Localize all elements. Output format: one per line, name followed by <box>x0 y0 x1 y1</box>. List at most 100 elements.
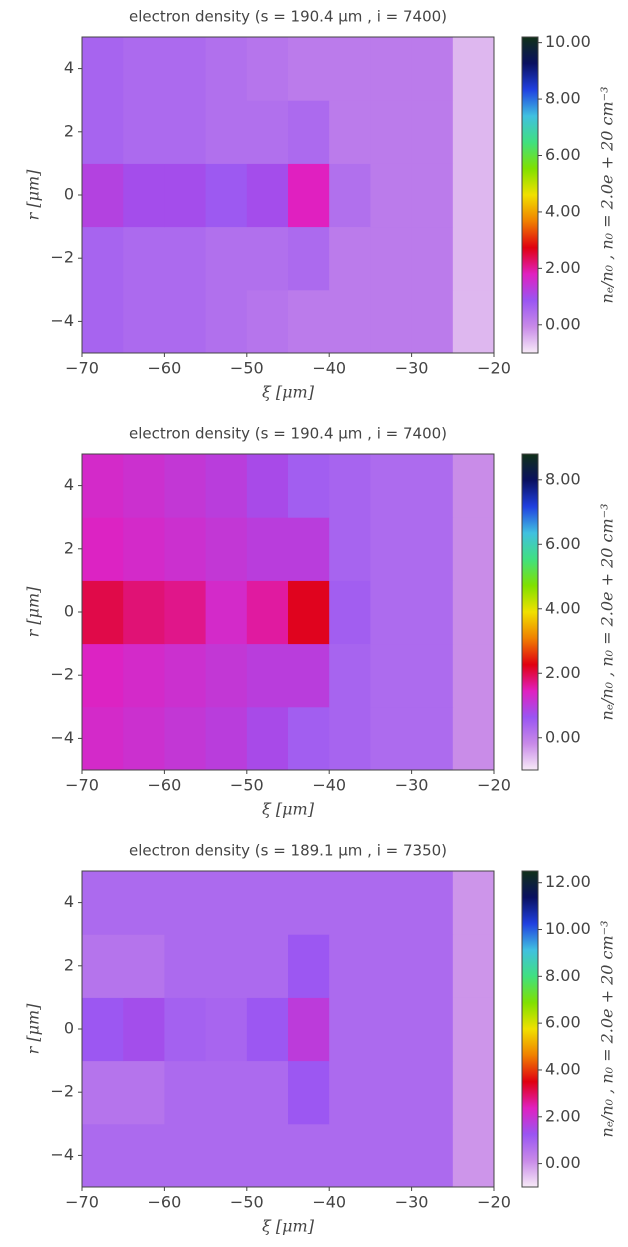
heatmap-cell <box>411 100 454 164</box>
heatmap-cell <box>164 37 207 101</box>
x-tick-label: −40 <box>312 359 346 378</box>
heatmap-cell <box>123 37 165 101</box>
colorbar-tick-label: 10.00 <box>545 919 591 938</box>
y-tick-label: −2 <box>50 665 74 684</box>
heatmap-cell <box>164 997 207 1062</box>
heatmap-cell <box>411 706 454 771</box>
y-axis-label: r [μm] <box>24 586 43 638</box>
y-tick-label: 2 <box>64 955 74 974</box>
heatmap-cell <box>123 1123 165 1188</box>
heatmap-cell <box>164 1123 207 1188</box>
heatmap-cell <box>123 517 165 581</box>
heatmap-cell <box>123 1060 165 1125</box>
heatmap-cell <box>288 871 330 935</box>
heatmap-cell <box>246 643 289 708</box>
y-tick-label: 2 <box>64 538 74 557</box>
heatmap-cell <box>82 934 124 998</box>
heatmap-cell <box>246 1060 289 1125</box>
heatmap-cell <box>329 454 371 518</box>
heatmap-cell <box>411 643 454 708</box>
heatmap-cell <box>164 289 207 354</box>
heatmap-cell <box>370 37 413 101</box>
heatmap-cell <box>205 100 248 164</box>
heatmap-cell <box>452 1060 495 1125</box>
colorbar-tick-label: 6.00 <box>545 534 581 553</box>
heatmap-cell <box>82 454 124 518</box>
heatmap-cell <box>205 289 248 354</box>
colorbar-tick-label: 8.00 <box>545 469 581 488</box>
x-tick-label: −50 <box>230 776 264 795</box>
heatmap-cell <box>246 934 289 998</box>
heatmap-cell <box>370 643 413 708</box>
heatmap-cell <box>288 580 330 645</box>
heatmap-cell <box>288 643 330 708</box>
colorbar-tick-label: 0.00 <box>545 314 581 333</box>
heatmap-cell <box>123 643 165 708</box>
y-tick-label: −2 <box>50 248 74 267</box>
heatmap-cell <box>123 163 165 228</box>
colorbar-label: nₑ/n₀ , n₀ = 2.0e + 20 cm⁻³ <box>598 503 617 720</box>
heatmap-cell <box>370 289 413 354</box>
colorbar <box>521 453 539 771</box>
heatmap-cell <box>82 706 124 771</box>
x-tick-label: −50 <box>230 359 264 378</box>
heatmap-cell <box>370 997 413 1062</box>
heatmap-cell <box>411 454 454 518</box>
colorbar-label: nₑ/n₀ , n₀ = 2.0e + 20 cm⁻³ <box>598 86 617 303</box>
colorbar-label: nₑ/n₀ , n₀ = 2.0e + 20 cm⁻³ <box>598 920 617 1137</box>
heatmap-cell <box>411 934 454 998</box>
heatmap-cell <box>452 580 495 645</box>
x-tick-label: −60 <box>148 1193 182 1212</box>
x-tick-label: −30 <box>395 776 429 795</box>
heatmap-cell <box>82 871 124 935</box>
heatmap-cell <box>205 1123 248 1188</box>
heatmap-cell <box>246 37 289 101</box>
heatmap-cell <box>82 643 124 708</box>
heatmap-cell <box>329 226 371 291</box>
heatmap-cell <box>370 100 413 164</box>
heatmap-cell <box>164 163 207 228</box>
heatmap-cell <box>411 37 454 101</box>
chart-title: electron density (s = 189.1 μm , i = 735… <box>129 842 447 860</box>
y-tick-label: −4 <box>50 728 74 747</box>
heatmap-cell <box>164 871 207 935</box>
heatmap-cell <box>452 643 495 708</box>
heatmap-cell <box>452 517 495 581</box>
heatmap-cell <box>329 1060 371 1125</box>
heatmap-cell <box>123 100 165 164</box>
heatmap-cell <box>246 580 289 645</box>
heatmap-cell <box>205 226 248 291</box>
heatmap-cell <box>205 517 248 581</box>
heatmap-cell <box>411 1123 454 1188</box>
heatmap-cell <box>370 580 413 645</box>
heatmap-cell <box>452 706 495 771</box>
heatmap-cell <box>164 706 207 771</box>
heatmap-cell <box>246 871 289 935</box>
heatmap-cell <box>82 37 124 101</box>
heatmap-cell <box>288 37 330 101</box>
colorbar-tick-label: 4.00 <box>545 201 581 220</box>
heatmap-cell <box>288 517 330 581</box>
colorbar-tick-label: 0.00 <box>545 727 581 746</box>
heatmap-cell <box>246 1123 289 1188</box>
x-tick-label: −70 <box>65 776 99 795</box>
colorbar-tick-label: 2.00 <box>545 258 581 277</box>
x-tick-label: −50 <box>230 1193 264 1212</box>
heatmap-cell <box>370 226 413 291</box>
x-axis-label: ξ [μm] <box>262 383 315 402</box>
heatmap-cell <box>288 163 330 228</box>
heatmap-cell <box>82 997 124 1062</box>
x-tick-label: −70 <box>65 1193 99 1212</box>
heatmap-cell <box>246 454 289 518</box>
heatmap-cell <box>370 871 413 935</box>
heatmap-cell <box>246 289 289 354</box>
heatmap-cell <box>370 1060 413 1125</box>
heatmap-cell <box>288 997 330 1062</box>
heatmap-cell <box>164 517 207 581</box>
heatmap-cell <box>288 100 330 164</box>
heatmap-cell <box>452 289 495 354</box>
heatmap-cell <box>452 163 495 228</box>
y-tick-label: −4 <box>50 311 74 330</box>
heatmap-cell <box>370 934 413 998</box>
chart-title: electron density (s = 190.4 μm , i = 740… <box>129 425 447 443</box>
